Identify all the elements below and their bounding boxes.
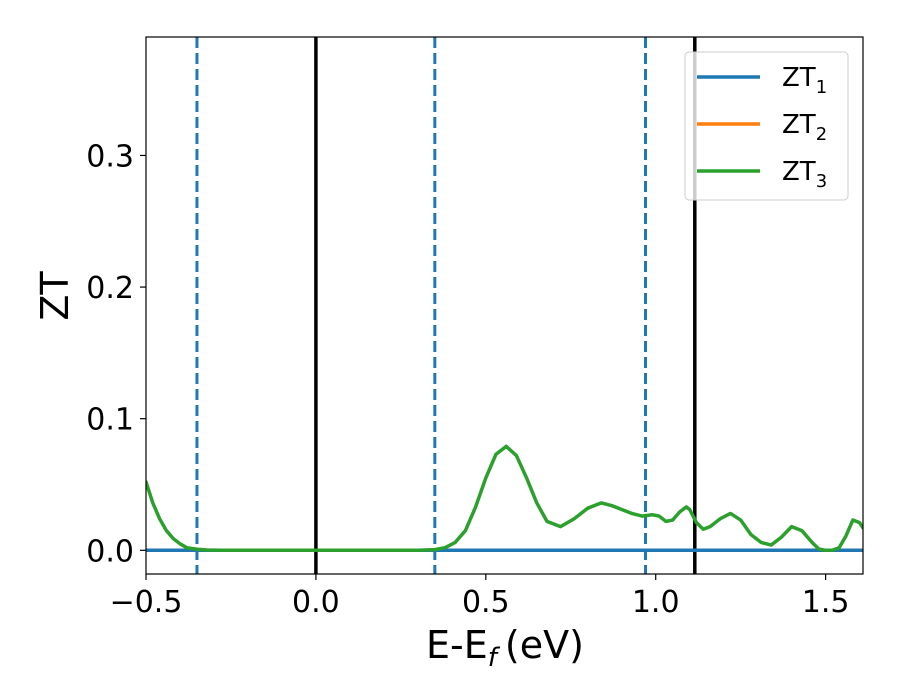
legend: ZT1 ZT2 ZT3	[684, 51, 849, 201]
x-axis-label-unit: (eV)	[505, 623, 584, 667]
y-tick-label: 0.3	[86, 139, 134, 174]
y-axis-ticks: 0.0 0.1 0.2 0.3	[86, 139, 146, 569]
x-tick-label: 1.5	[802, 585, 850, 620]
legend-box	[684, 51, 849, 201]
series-lines	[146, 444, 863, 553]
x-axis-label-base: E-E	[426, 623, 488, 667]
legend-label-3: ZT3	[782, 157, 827, 192]
x-axis-label: E-Ef (eV)	[426, 623, 584, 673]
x-axis-label-subscript: f	[488, 643, 501, 673]
y-axis-label: ZT	[33, 271, 77, 321]
plot-frame	[145, 36, 864, 575]
y-tick-label: 0.1	[86, 403, 134, 438]
series-line-zt3	[146, 444, 863, 553]
legend-label-2: ZT2	[782, 110, 827, 145]
x-tick-label: 0.5	[462, 585, 510, 620]
x-tick-label: 1.0	[632, 585, 680, 620]
x-axis-ticks: −0.5 0.0 0.5 1.0 1.5	[110, 574, 850, 620]
x-tick-label: −0.5	[110, 585, 183, 620]
x-tick-label: 0.0	[292, 585, 340, 620]
y-tick-label: 0.2	[86, 271, 134, 306]
y-tick-label: 0.0	[86, 534, 134, 569]
legend-label-1: ZT1	[782, 63, 827, 98]
